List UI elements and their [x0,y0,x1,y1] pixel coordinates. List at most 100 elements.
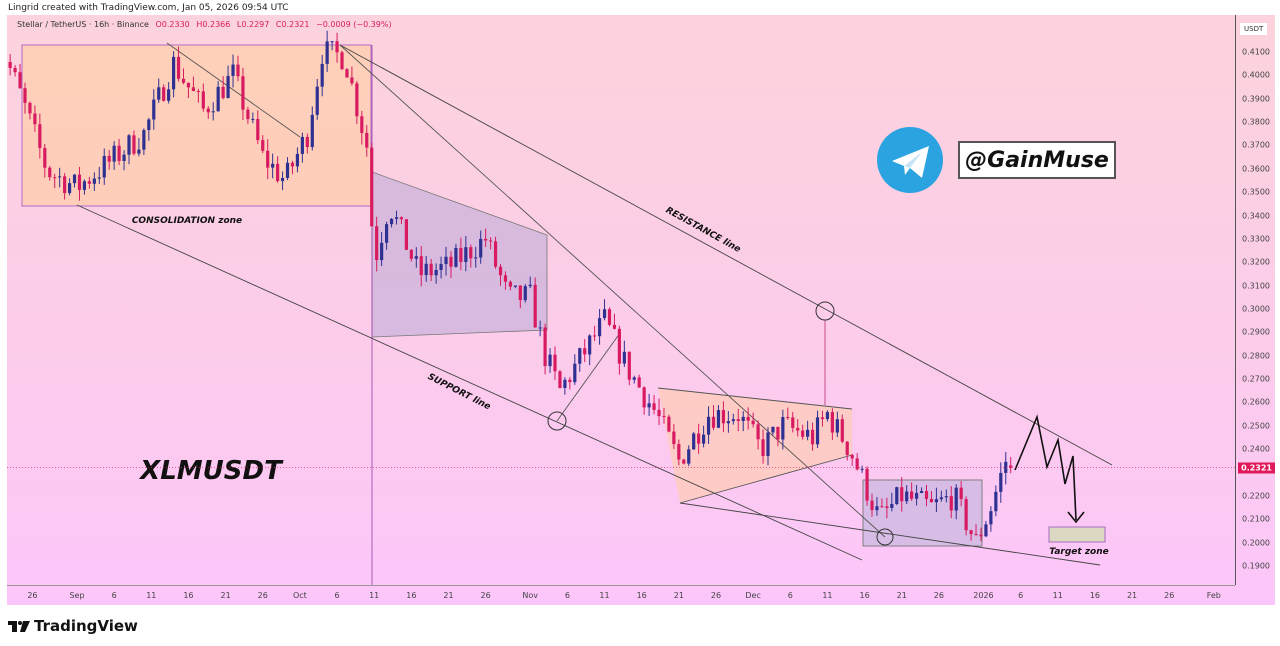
candle-body [251,119,255,121]
resistance-label: RESISTANCE line [664,206,742,255]
candle-body [122,154,126,161]
time-tick-label: 11 [146,591,157,600]
candle-body [355,83,359,117]
projection-path[interactable] [1014,414,1077,521]
candle-body [434,269,438,276]
time-axis[interactable]: 26 Sep 6 11 16 21 26 Oct 6 11 16 21 26 Nov 6 11 16 21 26 De… [7,585,1235,606]
candle-body [493,241,498,267]
wedge-top-line[interactable] [657,387,853,410]
candle-body [583,348,587,355]
target-zone-label: Target zone [1049,547,1109,557]
candle-body [573,363,577,383]
price-tick-label: 0.3700 [1242,140,1270,150]
price-tick-label: 0.3500 [1242,187,1270,197]
touch-circle[interactable] [815,301,835,321]
consolidation-label: CONSOLIDATION zone [132,216,242,226]
touch-circle[interactable] [547,411,567,431]
candle-body [28,102,32,114]
bounce-line[interactable] [556,332,621,422]
candle-body [370,147,374,227]
candle-body [597,318,602,337]
wedge-zone[interactable] [658,388,852,503]
candle-body [900,487,904,502]
resistance-line[interactable] [339,44,1113,466]
candle-body [256,119,260,141]
candle-body [756,424,760,440]
chart-area[interactable]: CONSOLIDATION zone SUPPORT line RESISTAN… [7,15,1275,605]
currency-unit[interactable]: USDT [1240,23,1268,35]
candle-body [538,327,542,329]
candle-body [806,429,810,437]
candle-body [38,124,42,148]
time-tick-label: 21 [1126,591,1138,600]
brand-name: TradingView [34,617,138,635]
candle-body [736,419,740,421]
candle-body [949,496,953,511]
ohlc-high: H0.2366 [196,20,231,29]
candle-body [459,247,463,262]
candle-body [72,174,77,184]
candle-body [82,181,87,190]
price-tick-label: 0.3300 [1242,234,1270,244]
candle-body [781,417,785,440]
range-box[interactable] [862,479,983,547]
candle-body [919,490,924,493]
candle-body [375,226,379,261]
candle-body [439,264,443,270]
candle-body [360,116,364,133]
candle-body [796,427,800,431]
price-tick-label: 0.2000 [1242,538,1270,548]
tradingview-logo[interactable]: TradingView [8,617,138,635]
candle-body [176,56,181,79]
candle-body [786,417,790,419]
candle-body [548,354,552,367]
price-tick-label: 0.3800 [1242,117,1270,127]
consolidation-trendline[interactable] [166,42,301,138]
candle-body [92,178,96,184]
candle-body [276,163,280,182]
candle-body [885,506,889,508]
candle-body [761,439,765,456]
candle-body [107,155,111,162]
chart-canvas[interactable]: CONSOLIDATION zone SUPPORT line RESISTAN… [7,15,1235,585]
time-tick-label: 6 [111,591,117,600]
candle-body [13,67,17,73]
time-tick-label: Oct [292,591,307,600]
candle-body [503,275,508,282]
ohlc-change: −0.0009 (−0.39%) [316,20,392,29]
candle-body [97,177,101,179]
inner-downtrend-line[interactable] [339,44,886,538]
candle-body [944,496,948,498]
candle-body [840,419,844,442]
price-tick-label: 0.2600 [1242,397,1270,407]
candle-body [830,412,834,433]
time-tick-label: 11 [599,591,610,600]
candle-body [999,472,1003,492]
support-line[interactable] [76,204,863,561]
candle-body [167,89,171,101]
candle-body [335,41,339,53]
time-tick-label: 21 [220,591,231,600]
touch-circle[interactable] [876,528,894,546]
candle-body [67,183,72,194]
price-axis[interactable]: USDT 0.2321 0.4100 0.4000 0.3900 0.3800 0.37… [1235,15,1276,585]
candle-body [285,162,290,178]
candle-body [731,419,735,422]
price-tick-label: 0.2400 [1242,444,1270,454]
lower-support-line[interactable] [679,502,1101,566]
candle-body [523,286,527,301]
candle-body [498,266,503,276]
wedge-bottom-line[interactable] [679,454,853,504]
candle-body [449,256,453,267]
candle-body [58,176,62,178]
candle-body [484,238,488,241]
candle-body [989,511,993,525]
candle-body [914,492,919,499]
ohlc-close: C0.2321 [275,20,310,29]
candle-body [934,499,939,503]
time-tick-label: 2026 [973,591,994,600]
last-price-tag: 0.2321 [1238,462,1275,474]
candle-body [815,417,820,445]
target-zone-rect[interactable] [1048,526,1106,543]
candle-body [211,111,215,113]
